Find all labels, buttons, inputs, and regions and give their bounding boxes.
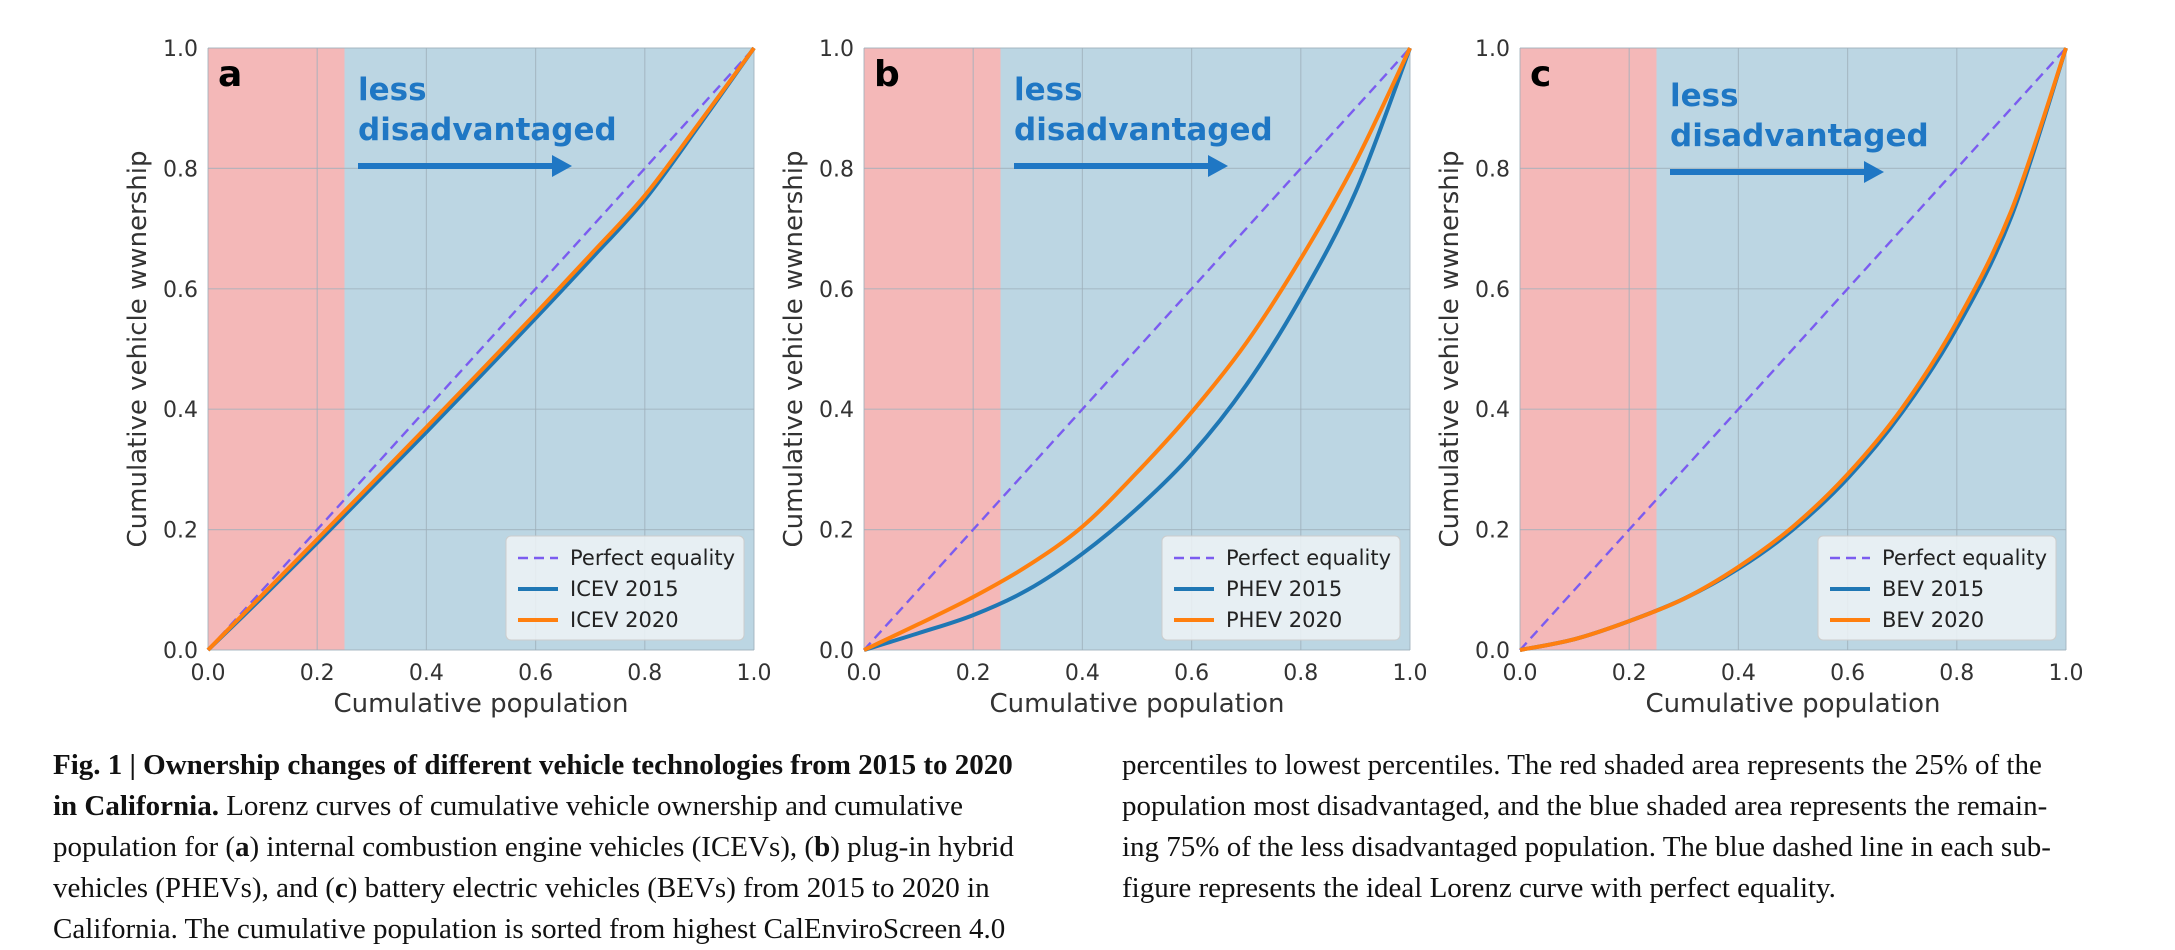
x-tick-label: 0.8 [1283, 661, 1318, 686]
y-tick-label: 1.0 [1475, 37, 1510, 62]
y-tick-label: 0.8 [1475, 157, 1510, 182]
y-tick-label: 0.0 [819, 639, 854, 664]
caption-text: Lorenz curves of cumulative vehicle owne… [219, 790, 963, 822]
x-axis-label: Cumulative population [333, 689, 628, 719]
legend-entry: PHEV 2015 [1226, 577, 1342, 601]
y-tick-label: 0.0 [1475, 639, 1510, 664]
y-tick-label: 1.0 [163, 37, 198, 62]
chart-panel-a: 0.0 0.2 0.4 0.6 0.8 1.0 0.0 0.2 0.4 0.6 0.8 1.0 Cumu… [123, 37, 772, 719]
caption-bold-text: in California. [53, 790, 219, 822]
x-tick-label: 0.8 [1939, 661, 1974, 686]
x-tick-label: 0.4 [409, 661, 444, 686]
caption-bold-text: c [335, 872, 348, 904]
y-tick-label: 0.6 [819, 278, 854, 303]
caption-line: population most disadvantaged, and the b… [1122, 786, 2132, 827]
caption-line: in California. Lorenz curves of cumulati… [53, 786, 1093, 827]
y-tick-label: 0.8 [163, 157, 198, 182]
caption-bold-text: b [814, 831, 830, 863]
annotation-text: less [1014, 72, 1083, 108]
x-tick-label: 0.4 [1065, 661, 1100, 686]
x-tick-label: 0.0 [847, 661, 882, 686]
x-tick-label: 0.6 [518, 661, 553, 686]
y-tick-label: 1.0 [819, 37, 854, 62]
panel-letter: b [874, 54, 900, 95]
y-axis-label: Cumulative vehicle wwnership [123, 151, 153, 548]
legend-entry: BEV 2015 [1882, 577, 1984, 601]
caption-text: California. The cumulative population is… [53, 913, 1005, 945]
disadvantaged-shaded-region [208, 48, 345, 650]
disadvantaged-shaded-region [1520, 48, 1657, 650]
caption-text: vehicles (PHEVs), and ( [53, 872, 335, 904]
y-tick-label: 0.6 [163, 278, 198, 303]
annotation-text: less [358, 72, 427, 108]
legend-entry: Perfect equality [1882, 546, 2047, 570]
x-tick-label: 0.0 [1503, 661, 1538, 686]
x-tick-label: 0.6 [1174, 661, 1209, 686]
caption-text: ) battery electric vehicles (BEVs) from … [348, 872, 990, 904]
caption-line: Fig. 1 | Ownership changes of different … [53, 745, 1093, 786]
caption-line: vehicles (PHEVs), and (c) battery electr… [53, 868, 1093, 909]
y-tick-label: 0.6 [1475, 278, 1510, 303]
x-tick-label: 0.2 [1612, 661, 1647, 686]
panel-letter: a [218, 54, 242, 95]
annotation-text: disadvantaged [1014, 112, 1273, 148]
y-tick-label: 0.4 [819, 398, 854, 423]
x-tick-label: 1.0 [1393, 661, 1428, 686]
annotation-text: less [1670, 78, 1739, 114]
y-tick-label: 0.8 [819, 157, 854, 182]
x-tick-label: 0.2 [300, 661, 335, 686]
y-tick-label: 0.4 [1475, 398, 1510, 423]
annotation-text: disadvantaged [358, 112, 617, 148]
x-tick-label: 0.4 [1721, 661, 1756, 686]
x-tick-label: 0.8 [627, 661, 662, 686]
caption-left-column: Fig. 1 | Ownership changes of different … [53, 745, 1093, 950]
x-tick-label: 0.0 [191, 661, 226, 686]
y-tick-label: 0.2 [163, 519, 198, 544]
figure-panels: 0.0 0.2 0.4 0.6 0.8 1.0 0.0 0.2 0.4 0.6 0.8 1.0 Cumu… [0, 0, 2175, 720]
caption-text: ) internal combustion engine vehicles (I… [250, 831, 815, 863]
caption-line: California. The cumulative population is… [53, 909, 1093, 950]
chart-panel-c: 0.0 0.2 0.4 0.6 0.8 1.0 0.0 0.2 0.4 0.6 0.8 1.0 Cumu… [1435, 37, 2084, 719]
legend-entry: BEV 2020 [1882, 608, 1984, 632]
chart-panel-b: 0.0 0.2 0.4 0.6 0.8 1.0 0.0 0.2 0.4 0.6 0.8 1.0 Cumu… [779, 37, 1428, 719]
disadvantaged-shaded-region [864, 48, 1001, 650]
caption-line: ing 75% of the less disadvantaged popula… [1122, 827, 2132, 868]
legend-entry: Perfect equality [1226, 546, 1391, 570]
caption-right-column: percentiles to lowest percentiles. The r… [1122, 745, 2132, 909]
x-tick-label: 1.0 [2049, 661, 2084, 686]
x-tick-label: 0.2 [956, 661, 991, 686]
y-tick-label: 0.2 [1475, 519, 1510, 544]
x-axis-label: Cumulative population [1645, 689, 1940, 719]
caption-bold-text: a [235, 831, 250, 863]
annotation-text: disadvantaged [1670, 118, 1929, 154]
y-axis-label: Cumulative vehicle wwnership [1435, 151, 1465, 548]
legend-entry: ICEV 2020 [570, 608, 679, 632]
y-tick-label: 0.0 [163, 639, 198, 664]
x-tick-label: 1.0 [737, 661, 772, 686]
caption-line: population for (a) internal combustion e… [53, 827, 1093, 868]
x-tick-label: 0.6 [1830, 661, 1865, 686]
y-tick-label: 0.2 [819, 519, 854, 544]
caption-line: figure represents the ideal Lorenz curve… [1122, 868, 2132, 909]
legend-entry: PHEV 2020 [1226, 608, 1342, 632]
y-axis-label: Cumulative vehicle wwnership [779, 151, 809, 548]
legend-entry: ICEV 2015 [570, 577, 679, 601]
legend-entry: Perfect equality [570, 546, 735, 570]
panel-letter: c [1530, 54, 1551, 95]
x-axis-label: Cumulative population [989, 689, 1284, 719]
caption-text: ) plug-in hybrid [830, 831, 1014, 863]
caption-bold-text: Fig. 1 | Ownership changes of different … [53, 749, 1013, 781]
y-tick-label: 0.4 [163, 398, 198, 423]
caption-text: population for ( [53, 831, 235, 863]
caption-line: percentiles to lowest percentiles. The r… [1122, 745, 2132, 786]
